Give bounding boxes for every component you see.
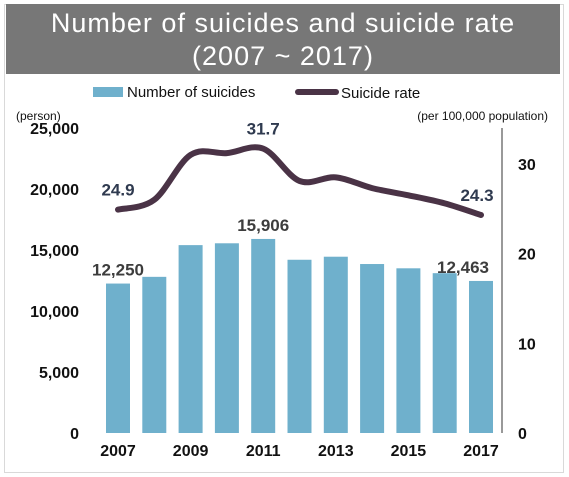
- x-tick-label-2011: 2011: [246, 443, 281, 460]
- legend-label-line: Suicide rate: [341, 85, 420, 102]
- bar-2010: [214, 243, 239, 433]
- bar-2008: [142, 276, 167, 433]
- x-tick-label-2017: 2017: [463, 443, 499, 460]
- chart-subtitle: (2007 ~ 2017): [192, 41, 374, 71]
- bar-2017: [469, 280, 493, 433]
- right-tick-label-10: 10: [518, 336, 536, 353]
- count-label-2007: 12,250: [92, 261, 144, 280]
- bar-2011: [251, 238, 276, 433]
- legend-swatch-bars: [93, 87, 123, 97]
- chart-title: Number of suicides and suicide rate: [50, 8, 516, 38]
- left-tick-label-10000: 10,000: [30, 304, 79, 321]
- right-tick-label-0: 0: [518, 426, 527, 443]
- x-axis-labels: 2007 2009 2011 2013 2015 2017: [100, 443, 499, 460]
- x-tick-label-2015: 2015: [391, 443, 427, 460]
- bar-2013: [323, 256, 348, 433]
- right-tick-label-20: 20: [518, 247, 536, 264]
- count-label-2017: 12,463: [437, 258, 489, 277]
- rate-label-2007: 24.9: [101, 181, 134, 200]
- left-axis-ticks: 0 5,000 10,000 15,000 20,000 25,000: [30, 121, 79, 443]
- x-tick-label-2013: 2013: [318, 443, 354, 460]
- x-tick-label-2007: 2007: [100, 443, 136, 460]
- x-tick-label-2009: 2009: [173, 443, 209, 460]
- right-axis-unit: (per 100,000 population): [417, 109, 548, 123]
- rate-label-2011: 31.7: [247, 120, 280, 139]
- right-tick-label-30: 30: [518, 157, 536, 174]
- legend: Number of suicides Suicide rate: [93, 84, 420, 102]
- bar-2014: [360, 264, 385, 433]
- left-tick-label-20000: 20,000: [30, 182, 79, 199]
- data-labels: 24.9 31.7 24.3 12,250 15,906 12,463: [92, 120, 494, 280]
- rate-label-2017: 24.3: [460, 186, 493, 205]
- title-band: Number of suicides and suicide rate (200…: [6, 4, 560, 74]
- count-label-2011: 15,906: [237, 216, 289, 235]
- bar-2012: [287, 259, 312, 433]
- left-tick-label-0: 0: [70, 426, 79, 443]
- left-tick-label-5000: 5,000: [39, 365, 79, 382]
- left-tick-label-15000: 15,000: [30, 243, 79, 260]
- left-axis-unit: (person): [16, 109, 61, 123]
- bar-2015: [396, 268, 421, 433]
- legend-label-bars: Number of suicides: [127, 84, 255, 101]
- bar-2007: [106, 283, 130, 433]
- right-axis-ticks: 0 10 20 30: [518, 157, 536, 443]
- bar-2016: [432, 273, 457, 433]
- left-tick-label-25000: 25,000: [30, 121, 79, 138]
- bar-series: [106, 238, 493, 433]
- suicide-rate-line: [115, 144, 484, 219]
- bar-2009: [178, 245, 203, 433]
